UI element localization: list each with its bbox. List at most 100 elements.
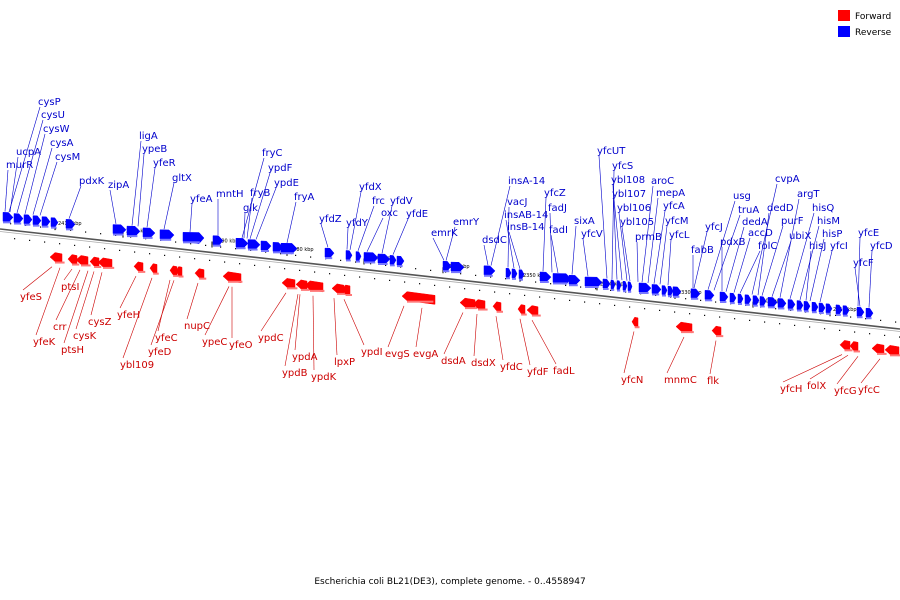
reverse-gene-arrow — [552, 273, 572, 285]
reverse-gene-arrow — [212, 235, 224, 247]
scale-dot — [190, 243, 192, 245]
reverse-gene-arrow — [690, 288, 701, 300]
scale-dot — [659, 309, 661, 311]
gene-label-yfci: yfcI — [830, 241, 848, 252]
label-connector — [653, 210, 666, 284]
forward-gene-arrow-shadow — [844, 349, 853, 352]
gene-label-vacj: vacJ — [507, 197, 528, 208]
reverse-gene-arrow-shadow — [443, 270, 450, 273]
reverse-gene-arrow — [752, 295, 760, 306]
label-connector — [63, 270, 89, 344]
label-connector — [495, 316, 504, 361]
reverse-gene-arrow-shadow — [673, 295, 680, 298]
gene-label-trua: truA — [738, 205, 759, 216]
gene-label-emry: emrY — [453, 217, 480, 228]
gene-label-yfeh: yfeH — [117, 310, 140, 321]
label-connector — [343, 299, 365, 346]
forward-gene-arrow — [526, 305, 539, 317]
gene-label-mnmc: mnmC — [664, 375, 697, 386]
scale-dot — [205, 244, 207, 246]
forward-gene-arrow-shadow — [496, 310, 503, 313]
label-connector — [713, 214, 741, 291]
label-connector — [109, 189, 117, 224]
gene-label-pdxk: pdxK — [79, 176, 105, 187]
scale-dot — [584, 301, 586, 303]
reverse-gene-arrow-shadow — [273, 251, 281, 254]
forward-gene-arrow — [222, 271, 242, 284]
scale-dot — [10, 223, 12, 225]
forward-gene-arrow — [675, 321, 693, 334]
label-connector — [22, 266, 53, 291]
reverse-gene-arrow — [787, 299, 796, 310]
gene-label-yfea: yfeA — [190, 194, 213, 205]
reverse-gene-arrow-shadow — [628, 290, 632, 293]
forward-gene-arrow — [631, 316, 639, 328]
gene-label-fabb: fabB — [691, 245, 714, 256]
reverse-gene-arrow — [32, 215, 42, 226]
tick-label: 2390 kbp — [215, 239, 239, 245]
genome-backbone-shadow — [0, 231, 900, 332]
reverse-gene-arrow-shadow — [836, 313, 841, 316]
reverse-gene-arrow-shadow — [804, 310, 809, 313]
label-connector — [636, 241, 639, 282]
reverse-gene-arrow-shadow — [14, 222, 22, 225]
scale-dot — [614, 304, 616, 306]
label-connector — [357, 205, 375, 251]
scale-dot — [809, 326, 811, 328]
gene-label-fryc: fryC — [262, 148, 283, 159]
scale-dot — [580, 286, 582, 288]
reverse-gene-arrow-shadow — [603, 288, 609, 290]
gene-label-dsda: dsdA — [441, 356, 466, 367]
label-connector — [667, 239, 672, 286]
scale-dot — [779, 323, 781, 325]
reverse-gene-arrow-shadow — [623, 290, 627, 293]
label-connector — [751, 183, 778, 295]
scale-dot — [284, 268, 286, 270]
tick-label: 2330 kbp — [678, 290, 702, 296]
scale-dot — [389, 279, 391, 281]
gene-label-ypdi: ypdI — [361, 347, 383, 358]
reverse-gene-arrow — [505, 267, 512, 279]
gene-label-ptsi: ptsI — [61, 282, 79, 293]
scale-dot — [685, 298, 687, 300]
scale-dot — [629, 306, 631, 308]
scale-dot — [239, 263, 241, 265]
scale-dot — [509, 293, 511, 295]
scale-dot — [644, 308, 646, 310]
gene-label-cysk: cysK — [73, 331, 97, 342]
label-connector — [186, 282, 199, 320]
label-connector — [507, 206, 510, 268]
label-connector — [445, 226, 456, 261]
gene-label-yfca: yfcA — [663, 201, 685, 212]
label-connector — [255, 187, 277, 240]
scale-dot — [29, 239, 31, 241]
label-connector — [163, 182, 175, 230]
forward-gene-arrow-shadow — [407, 300, 434, 303]
label-connector — [771, 240, 792, 297]
scale-dot — [269, 266, 271, 268]
gene-label-yfcm: yfcM — [665, 216, 689, 227]
gene-label-ypde: ypdE — [274, 178, 299, 189]
forward-gene-arrow — [839, 340, 851, 351]
forward-gene-arrow-shadow — [310, 289, 325, 292]
gene-label-folx: folX — [807, 381, 826, 392]
label-connector — [623, 331, 635, 374]
scale-dot — [419, 283, 421, 285]
scale-dot — [194, 258, 196, 260]
label-connector — [387, 305, 405, 348]
scale-dot — [880, 319, 882, 321]
gene-label-ybl107: ybl107 — [612, 189, 646, 200]
gene-label-hism: hisM — [817, 216, 840, 227]
label-connector — [779, 198, 800, 298]
gene-label-mnth: mntH — [216, 189, 244, 200]
label-connector — [320, 223, 329, 248]
scale-dot — [235, 248, 237, 250]
reverse-gene-arrow — [126, 225, 141, 237]
reverse-gene-arrow — [610, 279, 616, 290]
gene-label-yfdx: yfdX — [359, 182, 382, 193]
label-connector — [39, 161, 58, 216]
forward-gene-arrow-shadow — [173, 274, 179, 277]
reverse-gene-arrow-shadow — [506, 277, 510, 280]
label-connector — [157, 279, 171, 332]
genome-caption: Escherichia coli BL21(DE3), complete gen… — [314, 577, 586, 587]
